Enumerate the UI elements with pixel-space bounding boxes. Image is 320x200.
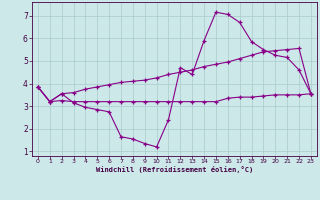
X-axis label: Windchill (Refroidissement éolien,°C): Windchill (Refroidissement éolien,°C): [96, 166, 253, 173]
